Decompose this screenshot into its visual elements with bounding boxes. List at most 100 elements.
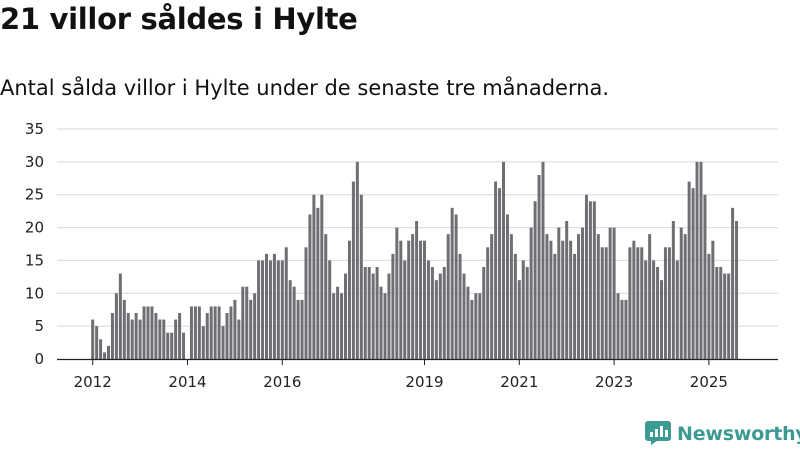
y-tick-label: 15 bbox=[25, 251, 44, 269]
y-tick-label: 0 bbox=[34, 350, 44, 368]
bar bbox=[359, 194, 363, 359]
bar bbox=[324, 234, 328, 359]
bar bbox=[178, 313, 182, 359]
bar bbox=[521, 260, 525, 359]
bar bbox=[561, 240, 565, 359]
bar bbox=[415, 221, 419, 359]
bar bbox=[505, 214, 509, 359]
bar bbox=[308, 214, 312, 359]
bar bbox=[138, 319, 142, 359]
bar bbox=[114, 293, 118, 359]
chart-subtitle: Antal sålda villor i Hylte under de sena… bbox=[0, 76, 610, 100]
bar bbox=[667, 247, 671, 359]
bar bbox=[201, 326, 205, 359]
bar bbox=[454, 214, 458, 359]
bar bbox=[261, 260, 265, 359]
bar bbox=[110, 313, 114, 359]
bar bbox=[478, 293, 482, 359]
bar bbox=[533, 201, 537, 359]
bar bbox=[213, 306, 217, 359]
bar bbox=[699, 161, 703, 359]
bar bbox=[707, 253, 711, 359]
y-tick-label: 20 bbox=[25, 219, 44, 237]
bar bbox=[126, 313, 130, 359]
bar bbox=[154, 313, 158, 359]
bar bbox=[426, 260, 430, 359]
bar bbox=[581, 227, 584, 359]
bar bbox=[363, 267, 367, 359]
bar bbox=[608, 227, 612, 359]
bar bbox=[470, 299, 474, 359]
bar bbox=[347, 240, 351, 359]
bar bbox=[691, 188, 695, 359]
bar bbox=[723, 273, 727, 359]
bar bbox=[442, 267, 446, 359]
bar bbox=[387, 273, 391, 359]
bar bbox=[644, 260, 648, 359]
bars bbox=[91, 161, 739, 359]
bar bbox=[565, 221, 569, 359]
bar bbox=[107, 345, 110, 359]
bar bbox=[399, 240, 403, 359]
bar bbox=[482, 267, 486, 359]
bar bbox=[719, 267, 723, 359]
bar bbox=[675, 260, 679, 359]
bar bbox=[703, 194, 707, 359]
annotations: 21 bbox=[731, 112, 750, 116]
y-tick-label: 5 bbox=[34, 317, 44, 335]
x-axis-labels: 2012 2014 2016 2019 2021 2023 2025 bbox=[74, 360, 728, 391]
bar bbox=[663, 247, 667, 359]
bar bbox=[189, 306, 193, 359]
bar bbox=[253, 293, 257, 359]
x-tick-label: 2021 bbox=[500, 373, 538, 391]
bar bbox=[458, 253, 462, 359]
bar bbox=[525, 267, 529, 359]
bar bbox=[229, 306, 233, 359]
bar bbox=[130, 319, 134, 359]
x-tick-label: 2016 bbox=[263, 373, 301, 391]
bar bbox=[656, 267, 660, 359]
x-tick-label: 2014 bbox=[168, 373, 206, 391]
bar bbox=[407, 240, 411, 359]
bar bbox=[592, 201, 596, 359]
bar bbox=[604, 247, 608, 359]
bar bbox=[509, 234, 513, 359]
bar bbox=[241, 286, 245, 359]
brand-name: Newsworthy bbox=[677, 423, 800, 445]
bar bbox=[553, 253, 557, 359]
bar bbox=[225, 313, 229, 359]
bar bbox=[103, 352, 107, 359]
chart-title: 21 villor såldes i Hylte bbox=[0, 2, 358, 36]
bar bbox=[99, 339, 103, 359]
bar bbox=[344, 273, 347, 359]
bar bbox=[217, 306, 221, 359]
bar bbox=[268, 260, 272, 359]
bar bbox=[142, 306, 146, 359]
bar bbox=[671, 221, 675, 359]
x-tick-label: 2019 bbox=[405, 373, 443, 391]
bar bbox=[450, 207, 454, 359]
bar bbox=[648, 234, 652, 359]
bar bbox=[197, 306, 201, 359]
bar bbox=[118, 273, 122, 359]
bar bbox=[632, 240, 636, 359]
bar bbox=[367, 267, 371, 359]
bar bbox=[616, 293, 620, 359]
bar bbox=[430, 267, 434, 359]
bar bbox=[549, 240, 553, 359]
bar bbox=[316, 207, 320, 359]
newsworthy-brand[interactable]: Newsworthy bbox=[645, 419, 800, 449]
bar bbox=[150, 306, 154, 359]
bar bbox=[237, 319, 241, 359]
y-axis-labels: 0 5 10 15 20 25 30 35 bbox=[25, 120, 44, 368]
bar bbox=[395, 227, 399, 359]
y-tick-label: 35 bbox=[25, 120, 44, 138]
bar bbox=[577, 234, 581, 359]
bar bbox=[336, 286, 340, 359]
bar bbox=[620, 299, 624, 359]
bar bbox=[257, 260, 261, 359]
bar bbox=[529, 227, 533, 359]
bar bbox=[304, 247, 308, 359]
bar bbox=[695, 161, 699, 359]
